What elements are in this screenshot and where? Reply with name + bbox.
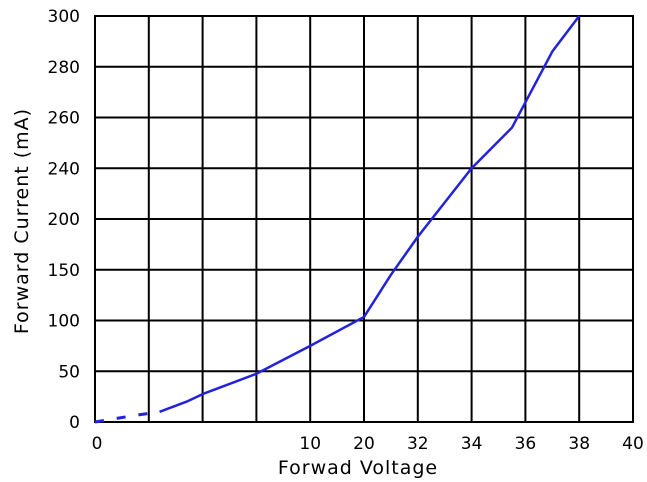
x-tick-label: 40 — [622, 434, 644, 454]
y-tick-label: 50 — [58, 362, 80, 382]
series-line — [159, 15, 581, 414]
x-tick-labels: 0 10 20 32 34 36 38 40 — [92, 434, 644, 454]
y-tick-label: 240 — [48, 159, 80, 179]
plot-frame — [94, 15, 634, 423]
series-group — [94, 15, 581, 424]
y-axis-title: Forward Current (mA) — [11, 108, 33, 334]
plot-border — [94, 15, 634, 423]
series-line-dashed — [94, 410, 160, 424]
x-tick-label: 10 — [299, 434, 321, 454]
y-tick-label: 0 — [69, 413, 80, 433]
y-tick-label: 300 — [48, 7, 80, 27]
x-tick-label: 34 — [461, 434, 483, 454]
y-tick-label: 280 — [48, 58, 80, 78]
x-tick-label: 32 — [407, 434, 429, 454]
x-tick-label: 38 — [568, 434, 590, 454]
y-tick-label: 200 — [48, 210, 80, 230]
y-tick-labels: 0 50 100 150 200 240 260 280 300 — [48, 7, 80, 433]
y-tick-label: 150 — [48, 261, 80, 281]
y-tick-label: 260 — [48, 109, 80, 129]
x-tick-label: 20 — [353, 434, 375, 454]
grid — [95, 16, 633, 422]
x-tick-label: 0 — [92, 434, 103, 454]
x-tick-label: 36 — [515, 434, 537, 454]
x-axis-title: Forwad Voltage — [278, 457, 438, 479]
y-tick-label: 100 — [48, 312, 80, 332]
